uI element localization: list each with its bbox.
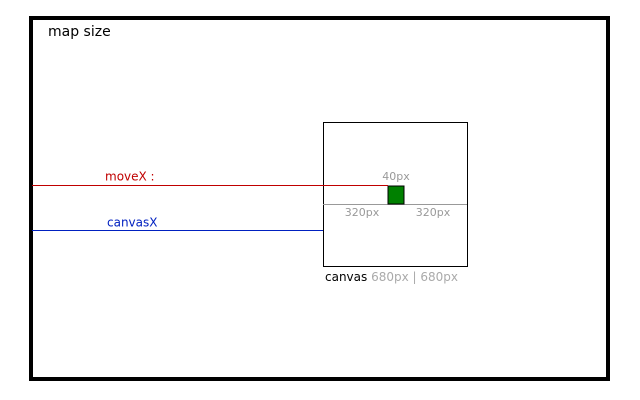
canvas-x-label: canvasX [107,216,157,230]
canvas-caption: canvas 680px | 680px [325,270,458,284]
square [387,185,405,205]
left-width: 320px [345,206,380,219]
map-frame [29,16,610,381]
square-size: 40px [382,170,410,183]
move-x-label: moveX : [105,170,155,184]
canvas-size: 680px | 680px [371,270,458,284]
canvas-box [323,122,468,267]
canvas-label: canvas [325,270,367,284]
right-width: 320px [416,206,451,219]
map-title: map size [48,24,111,40]
